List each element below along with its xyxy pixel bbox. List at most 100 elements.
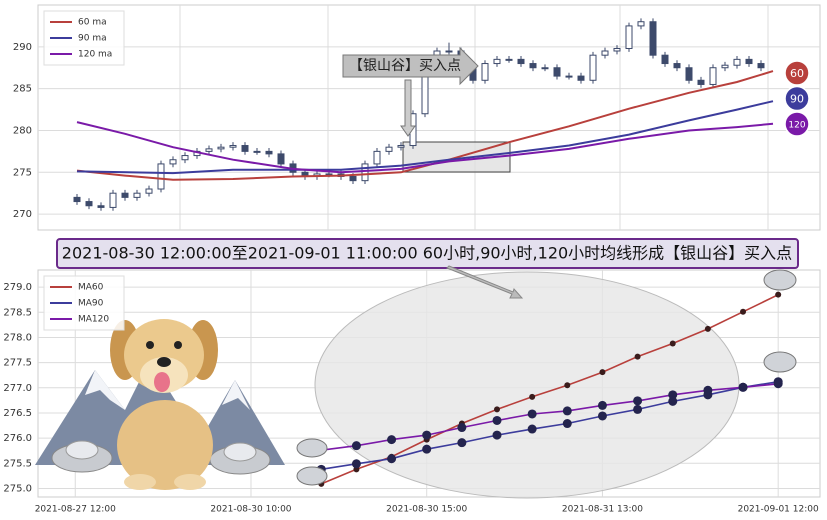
snow bbox=[222, 380, 250, 410]
point bbox=[422, 444, 432, 454]
candle-body bbox=[673, 63, 681, 69]
point bbox=[527, 409, 537, 419]
legend-label: MA120 bbox=[78, 315, 109, 325]
series-line bbox=[321, 380, 779, 471]
candle-body bbox=[241, 145, 249, 152]
candle-body bbox=[553, 67, 561, 77]
point bbox=[529, 393, 536, 400]
point bbox=[773, 379, 783, 389]
legend-label: MA60 bbox=[78, 283, 104, 293]
bottom-legend: MA60 MA90 MA120 bbox=[43, 275, 125, 331]
dog-eye bbox=[174, 341, 182, 349]
point bbox=[703, 385, 713, 395]
end-badge bbox=[784, 111, 810, 137]
candle-body bbox=[565, 75, 573, 78]
point bbox=[351, 459, 361, 469]
end-badge-label: 90 bbox=[790, 93, 804, 106]
candle-body bbox=[265, 150, 273, 155]
candle-body bbox=[505, 58, 513, 61]
point bbox=[633, 404, 643, 414]
end-badge-label: 120 bbox=[788, 121, 805, 131]
candle-body bbox=[685, 67, 693, 81]
y-tick-label: 277.0 bbox=[3, 383, 32, 394]
x-tick-label: 2021-08-31 13:00 bbox=[562, 505, 643, 515]
decoration bbox=[35, 269, 797, 490]
ingot bbox=[296, 438, 328, 458]
point bbox=[457, 438, 467, 448]
point bbox=[494, 406, 501, 413]
dog-paw bbox=[174, 474, 206, 490]
candle-body bbox=[373, 150, 381, 165]
candle-body bbox=[253, 150, 261, 153]
point bbox=[387, 454, 397, 464]
ingot bbox=[223, 442, 257, 462]
legend-label: 120 ma bbox=[78, 50, 112, 60]
point bbox=[597, 400, 607, 410]
point bbox=[351, 441, 361, 451]
x-tick-label: 2021-08-27 12:00 bbox=[35, 505, 116, 515]
candle-body bbox=[277, 153, 285, 165]
series-line bbox=[320, 293, 779, 485]
y-tick-label: 279.0 bbox=[3, 282, 32, 293]
y-tick-label: 275.0 bbox=[3, 483, 32, 494]
candle-body bbox=[721, 64, 729, 69]
candle-body bbox=[181, 155, 189, 161]
candle-body bbox=[85, 201, 93, 207]
dog-paw bbox=[124, 474, 156, 490]
y-tick-label: 290 bbox=[13, 42, 32, 53]
dog-eye bbox=[146, 341, 154, 349]
top-legend: 60 ma 90 ma 120 ma bbox=[43, 10, 125, 66]
point bbox=[597, 411, 607, 421]
annotation-text: 【银山谷】买入点 bbox=[349, 58, 461, 74]
point bbox=[738, 382, 748, 392]
candle-body bbox=[361, 163, 369, 182]
bottom-data bbox=[316, 291, 783, 487]
candle-body bbox=[73, 196, 81, 203]
candle-body bbox=[385, 146, 393, 152]
candle-body bbox=[349, 175, 357, 182]
candle-body bbox=[145, 188, 153, 194]
candle-body bbox=[205, 148, 213, 152]
candle-body bbox=[709, 67, 717, 85]
series-line bbox=[321, 383, 779, 451]
y-tick-label: 278.5 bbox=[3, 307, 32, 318]
point bbox=[634, 353, 641, 360]
point bbox=[457, 423, 467, 433]
candle-body bbox=[421, 71, 429, 115]
y-tick-label: 275.5 bbox=[3, 458, 32, 469]
point bbox=[740, 308, 747, 315]
dog-nose bbox=[157, 357, 171, 367]
legend-label: 60 ma bbox=[78, 18, 107, 28]
point bbox=[704, 325, 711, 332]
candle-body bbox=[229, 145, 237, 148]
ma-line bbox=[76, 121, 774, 174]
point bbox=[668, 390, 678, 400]
candle-body bbox=[397, 145, 405, 148]
point bbox=[562, 419, 572, 429]
candle-body bbox=[157, 163, 165, 190]
candle-body bbox=[589, 54, 597, 81]
dog-body bbox=[117, 400, 213, 490]
top-data: 60 90 120 bbox=[73, 18, 810, 211]
ingot bbox=[65, 440, 99, 460]
candle-body bbox=[661, 54, 669, 65]
ingot bbox=[763, 351, 797, 373]
ingot bbox=[763, 269, 797, 291]
y-tick-label: 285 bbox=[13, 84, 32, 95]
end-badge-label: 60 bbox=[790, 67, 804, 80]
snow bbox=[85, 370, 125, 410]
x-tick-label: 2021-08-30 10:00 bbox=[210, 505, 291, 515]
point bbox=[669, 340, 676, 347]
candle-body bbox=[757, 63, 765, 69]
y-tick-label: 275 bbox=[13, 167, 32, 178]
candle-body bbox=[601, 50, 609, 56]
banner-pointer bbox=[446, 265, 524, 299]
candle-body bbox=[169, 159, 177, 165]
point bbox=[633, 396, 643, 406]
candle-body bbox=[577, 75, 585, 81]
annotation-arrow bbox=[342, 46, 479, 86]
highlight-ellipse bbox=[314, 271, 740, 499]
candle-body bbox=[133, 192, 141, 198]
down-arrow bbox=[400, 79, 416, 137]
y-tick-label: 278.0 bbox=[3, 332, 32, 343]
